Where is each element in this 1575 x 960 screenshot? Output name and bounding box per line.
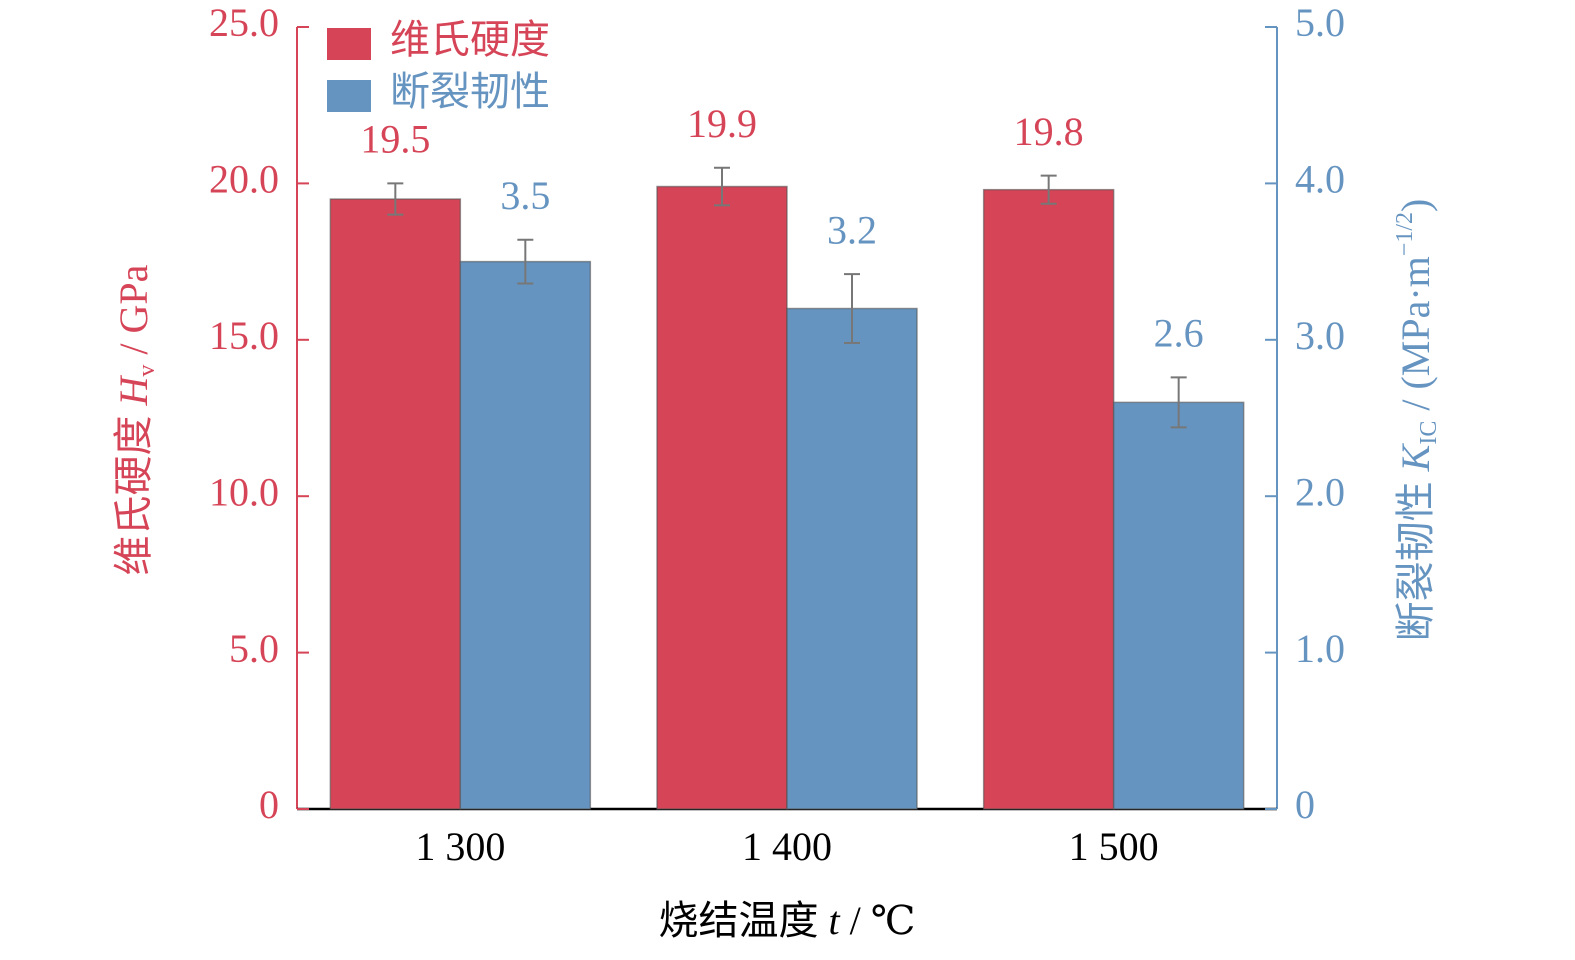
y-tick-label: 10.0 (209, 469, 279, 514)
legend-label: 维氏硬度 (390, 17, 550, 62)
y-tick-label: 0 (259, 782, 279, 827)
value-label: 3.2 (827, 207, 877, 252)
y-tick-label: 25.0 (209, 0, 279, 45)
y2-tick-label: 2.0 (1295, 469, 1345, 514)
y2-tick-label: 5.0 (1295, 0, 1345, 45)
x-axis-title-symbol: t (829, 898, 841, 943)
bar (786, 307, 918, 810)
y-axis-title: 维氏硬度 Hv / GPa (111, 264, 159, 575)
legend-swatch (327, 80, 371, 112)
y-tick-label: 15.0 (209, 313, 279, 358)
legend-label: 断裂韧性 (390, 69, 550, 114)
error-bar (844, 273, 860, 344)
error-bar (1170, 376, 1187, 429)
x-axis-title: 烧结温度 t / ℃ (659, 898, 916, 943)
bar (982, 188, 1115, 810)
x-axis-title-unit: / ℃ (840, 898, 916, 943)
y-tick-label: 20.0 (209, 157, 279, 202)
error-bar (714, 166, 730, 207)
y2-tick-label: 1.0 (1295, 626, 1345, 671)
y-axis-title-text: 维氏硬度 (111, 405, 156, 575)
bar (329, 198, 462, 810)
y-axis-title-symbol: H (111, 374, 156, 406)
y-tick-label: 5.0 (229, 626, 279, 671)
value-label: 2.6 (1154, 311, 1204, 356)
bar (656, 185, 788, 810)
x-tick-label: 1 300 (415, 824, 505, 869)
y-axis-title-sub: v (134, 365, 160, 377)
bar (459, 260, 592, 810)
error-bar (1040, 174, 1057, 205)
y2-axis-title-sup: −1/2 (1392, 212, 1418, 256)
y2-axis-title: 断裂韧性 KIC / (MPa·m−1/2) (1392, 199, 1442, 642)
y2-axis-title-text: 断裂韧性 (1393, 471, 1438, 641)
y2-axis-title-symbol: K (1393, 442, 1438, 472)
value-label: 3.5 (500, 173, 550, 218)
y-axis-title-unit: / GPa (111, 264, 156, 364)
value-label: 19.5 (360, 117, 430, 162)
bar (1112, 401, 1245, 810)
x-axis-title-text: 烧结温度 (659, 898, 829, 943)
legend-swatch (327, 28, 371, 60)
y2-axis-title-unit: / (MPa·m (1393, 256, 1438, 420)
y2-axis-title-sub: IC (1416, 421, 1442, 445)
error-bar (517, 238, 534, 285)
y2-tick-label: 3.0 (1295, 313, 1345, 358)
y2-tick-label: 0 (1295, 782, 1315, 827)
y2-axis-title-end: ) (1393, 199, 1438, 212)
value-label: 19.9 (687, 101, 757, 146)
y2-tick-label: 4.0 (1295, 157, 1345, 202)
x-tick-label: 1 500 (1069, 824, 1159, 869)
error-bar (387, 182, 404, 216)
x-tick-label: 1 400 (742, 824, 832, 869)
value-label: 19.8 (1014, 109, 1084, 154)
